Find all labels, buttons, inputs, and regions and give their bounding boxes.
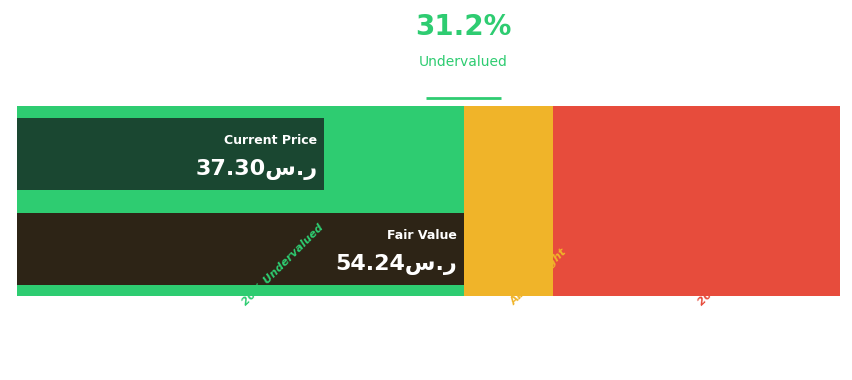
Bar bbox=[17, 118, 324, 190]
Text: Undervalued: Undervalued bbox=[418, 55, 508, 69]
Text: 20% Overvalued: 20% Overvalued bbox=[696, 228, 775, 307]
Text: Current Price: Current Price bbox=[224, 134, 317, 147]
Text: 54.24س.ر: 54.24س.ر bbox=[335, 254, 457, 275]
Text: 31.2%: 31.2% bbox=[415, 13, 511, 41]
Bar bbox=[17, 106, 463, 296]
Text: Fair Value: Fair Value bbox=[387, 229, 457, 242]
Text: 37.30س.ر: 37.30س.ر bbox=[195, 159, 317, 180]
Bar bbox=[17, 213, 463, 285]
Bar bbox=[463, 106, 552, 296]
Text: 20% Undervalued: 20% Undervalued bbox=[240, 222, 325, 307]
Text: About Right: About Right bbox=[508, 247, 567, 307]
Bar bbox=[552, 106, 839, 296]
